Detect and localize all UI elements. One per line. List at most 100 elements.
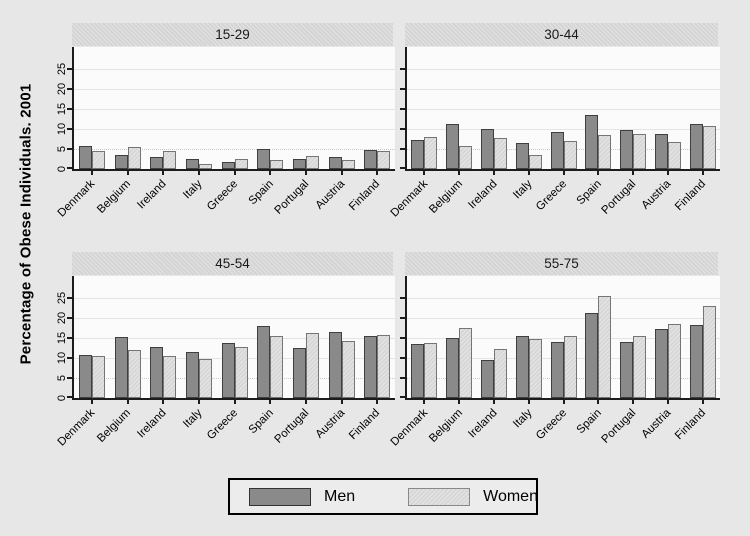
bar-women-denmark-55-75 <box>424 343 438 398</box>
bar-men-denmark-55-75 <box>411 344 425 398</box>
x-tick-greece <box>562 400 565 404</box>
bar-men-portugal-45-54 <box>292 348 306 398</box>
plot-area-45-54: 0 5 10 15 20 25 Denmark Belgium Ireland Italy Gree… <box>56 276 395 448</box>
legend-item-men: Men <box>249 487 356 506</box>
bar-men-ireland-45-54 <box>150 347 164 398</box>
legend-label-women: Women <box>483 487 538 505</box>
bar-women-denmark-15-29 <box>91 151 105 169</box>
x-tick-greece <box>562 171 565 175</box>
y-tick-label-10: 10 <box>56 351 68 365</box>
bar-men-italy-45-54 <box>185 352 199 398</box>
x-tick-austria <box>340 171 343 175</box>
bar-men-denmark-15-29 <box>78 146 92 169</box>
y-tick-25 <box>67 68 72 70</box>
x-label-greece: Greece <box>533 178 569 214</box>
x-label-austria: Austria <box>313 178 347 212</box>
bar-women-austria-55-75 <box>667 324 681 398</box>
bar-women-austria-45-54 <box>341 341 355 398</box>
bar-men-austria-15-29 <box>328 157 342 169</box>
gridline-15 <box>74 109 395 110</box>
x-tick-spain <box>269 171 272 175</box>
bar-men-denmark-30-44 <box>411 140 425 169</box>
x-tick-denmark <box>90 171 93 175</box>
women-swatch <box>408 487 471 506</box>
gridline-20 <box>407 89 720 90</box>
bar-men-italy-30-44 <box>515 143 529 169</box>
y-tick-5 <box>67 377 72 379</box>
y-tick-15 <box>400 337 405 339</box>
y-tick-0 <box>67 167 72 169</box>
x-tick-portugal <box>304 171 307 175</box>
bar-men-finland-45-54 <box>364 336 378 398</box>
x-label-finland: Finland <box>347 407 383 443</box>
x-tick-denmark <box>423 400 426 404</box>
x-label-finland: Finland <box>347 178 383 214</box>
bar-women-spain-55-75 <box>598 296 612 398</box>
bar-men-austria-45-54 <box>328 332 342 398</box>
bar-men-italy-15-29 <box>185 159 199 169</box>
bar-women-denmark-30-44 <box>424 137 438 169</box>
x-tick-ireland <box>492 400 495 404</box>
x-tick-finland <box>376 171 379 175</box>
bar-women-portugal-15-29 <box>305 156 319 169</box>
legend-label-men: Men <box>324 487 356 505</box>
bar-women-greece-45-54 <box>234 347 248 398</box>
y-tick-15 <box>400 108 405 110</box>
gridline-25 <box>74 69 395 70</box>
x-label-belgium: Belgium <box>426 407 465 445</box>
bar-men-greece-55-75 <box>550 342 564 398</box>
y-tick-label-15: 15 <box>56 102 68 116</box>
plot-area-55-75: Denmark Belgium Ireland Italy Greece Spain Por… <box>388 276 720 448</box>
gridline-20 <box>74 89 395 90</box>
gridline-25 <box>407 298 720 299</box>
bar-women-austria-15-29 <box>341 160 355 169</box>
legend: Men Women <box>228 478 538 515</box>
gridline-25 <box>407 69 720 70</box>
x-label-greece: Greece <box>204 178 240 214</box>
x-label-denmark: Denmark <box>55 178 98 220</box>
y-tick-10 <box>400 357 405 359</box>
bar-women-denmark-45-54 <box>91 356 105 398</box>
bar-men-ireland-15-29 <box>150 157 164 169</box>
x-label-portugal: Portugal <box>272 178 312 217</box>
bar-men-finland-30-44 <box>689 124 703 169</box>
x-tick-denmark <box>423 171 426 175</box>
bar-women-ireland-55-75 <box>493 349 507 398</box>
bar-men-austria-55-75 <box>654 329 668 398</box>
y-tick-10 <box>400 128 405 130</box>
y-tick-20 <box>67 88 72 90</box>
x-label-belgium: Belgium <box>95 178 133 216</box>
x-tick-spain <box>597 400 600 404</box>
y-tick-5 <box>400 377 405 379</box>
x-tick-austria <box>340 400 343 404</box>
bar-men-belgium-15-29 <box>114 155 128 169</box>
x-tick-belgium <box>126 400 129 404</box>
x-tick-belgium <box>458 171 461 175</box>
legend-item-women: Women <box>408 487 538 506</box>
x-label-austria: Austria <box>313 407 347 441</box>
x-tick-italy <box>527 400 530 404</box>
bar-men-italy-55-75 <box>515 336 529 398</box>
bar-women-greece-55-75 <box>563 336 577 398</box>
x-label-italy: Italy <box>510 178 535 202</box>
x-tick-portugal <box>632 400 635 404</box>
y-tick-label-20: 20 <box>56 311 68 325</box>
y-tick-10 <box>67 357 72 359</box>
bar-women-belgium-55-75 <box>459 328 473 398</box>
bar-men-greece-30-44 <box>550 132 564 169</box>
bar-women-portugal-30-44 <box>633 134 647 169</box>
y-tick-label-20: 20 <box>56 82 68 96</box>
bar-men-spain-45-54 <box>257 326 271 398</box>
gridline-15 <box>74 338 395 339</box>
x-label-portugal: Portugal <box>272 407 312 446</box>
x-label-greece: Greece <box>533 407 569 443</box>
bar-men-portugal-30-44 <box>620 130 634 169</box>
bar-men-denmark-45-54 <box>78 355 92 398</box>
y-tick-25 <box>400 68 405 70</box>
x-label-spain: Spain <box>574 407 604 437</box>
y-tick-15 <box>67 337 72 339</box>
men-swatch <box>249 487 311 506</box>
y-tick-label-25: 25 <box>56 291 68 305</box>
y-tick-label-5: 5 <box>56 145 68 153</box>
x-label-denmark: Denmark <box>55 407 98 449</box>
